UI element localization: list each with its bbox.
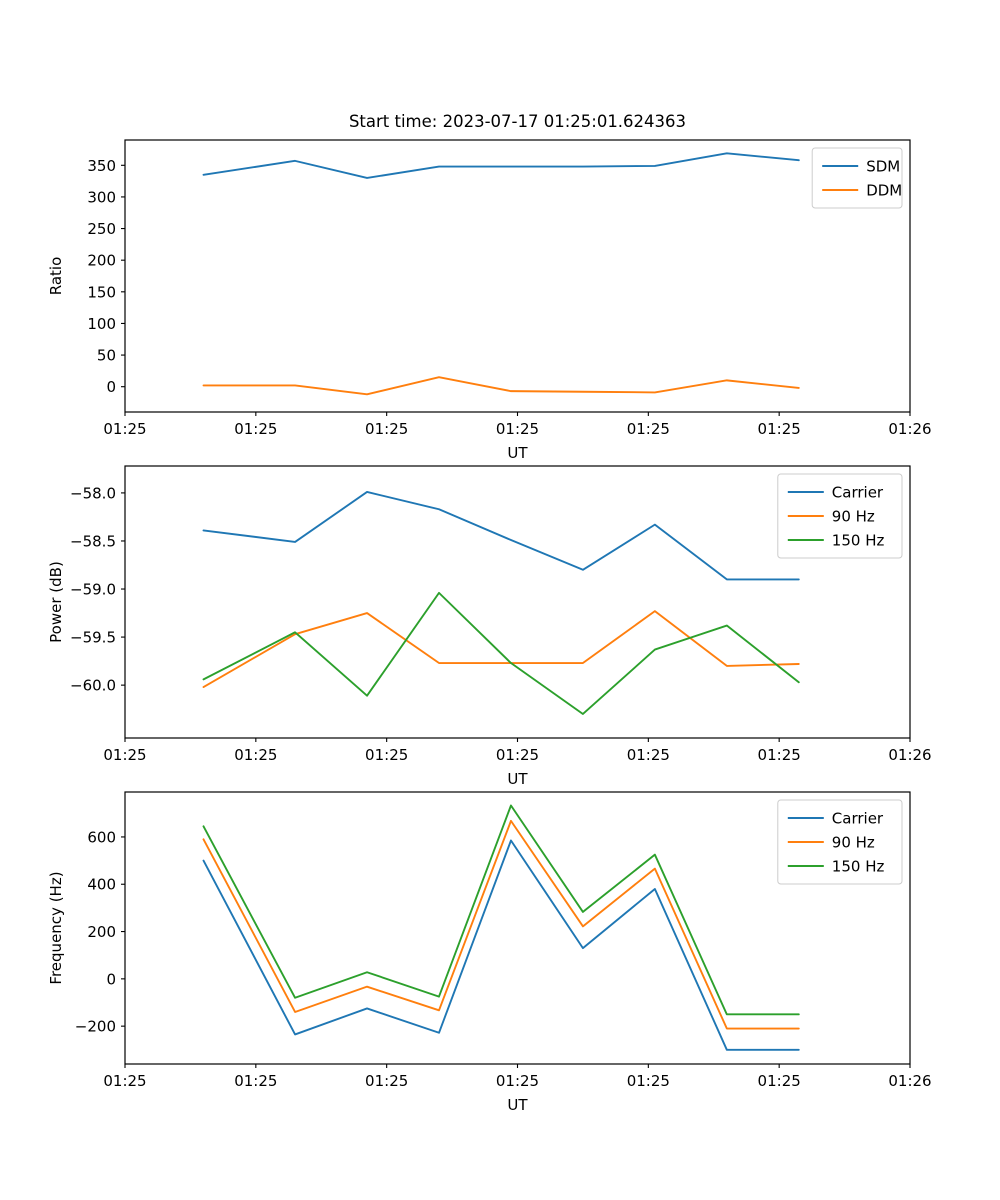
- x-tick-label: 01:26: [888, 746, 931, 764]
- x-tick-label: 01:25: [365, 1072, 408, 1090]
- subplot-power: 01:25 01:25 01:25 01:25 01:25 01:25 01:26 −58.0…: [47, 465, 932, 788]
- series-line-carrier: [202, 491, 800, 581]
- x-tick-label: 01:25: [234, 1072, 277, 1090]
- x-tick-label: 01:25: [103, 746, 146, 764]
- x-tick-label: 01:25: [496, 1072, 539, 1090]
- y-tick-label: 50: [97, 347, 116, 365]
- legend-label-150-hz: 150 Hz: [832, 858, 885, 876]
- y-tick-label: −58.0: [70, 484, 116, 502]
- legend-box: [777, 473, 903, 559]
- y-axis-label: Power (dB): [47, 561, 65, 643]
- x-tick-label: 01:25: [234, 420, 277, 438]
- y-tick-label: 150: [87, 283, 116, 301]
- y-tick-label: 0: [106, 970, 116, 988]
- y-tick-label: 400: [87, 876, 116, 894]
- legend-label-sdm: SDM: [866, 158, 900, 176]
- series-line-150-hz: [202, 804, 800, 1016]
- plot-frame-ratio: [124, 139, 911, 413]
- legend-label-150-hz: 150 Hz: [832, 532, 885, 550]
- legend-label-ddm: DDM: [866, 182, 902, 200]
- series-line-carrier: [202, 839, 800, 1051]
- y-tick-label: 250: [87, 220, 116, 238]
- x-tick-label: 01:25: [234, 746, 277, 764]
- x-tick-label: 01:25: [627, 1072, 670, 1090]
- x-tick-label: 01:25: [103, 420, 146, 438]
- y-tick-label: −200: [75, 1018, 116, 1036]
- y-tick-label: 600: [87, 828, 116, 846]
- x-tick-label: 01:25: [627, 420, 670, 438]
- y-tick-label: −60.0: [70, 677, 116, 695]
- legend-frequency: Carrier 90 Hz 150 Hz: [777, 799, 903, 885]
- subplot-ratio: Start time: 2023-07-17 01:25:01.62436301…: [47, 112, 932, 462]
- x-tick-label: 01:26: [888, 420, 931, 438]
- y-tick-label: −59.5: [70, 629, 116, 647]
- series-line-90-hz: [202, 819, 800, 1030]
- legend-box: [811, 147, 903, 209]
- x-tick-label: 01:25: [758, 746, 801, 764]
- y-tick-label: −58.5: [70, 532, 116, 550]
- x-axis-label: UT: [507, 1096, 528, 1114]
- y-tick-label: 0: [106, 378, 116, 396]
- chart-title: Start time: 2023-07-17 01:25:01.624363: [349, 112, 686, 131]
- subplot-frequency: 01:25 01:25 01:25 01:25 01:25 01:25 01:26 −200 0…: [47, 791, 932, 1114]
- x-axis-label: UT: [507, 444, 528, 462]
- series-line-ddm: [202, 376, 800, 396]
- y-tick-label: 300: [87, 188, 116, 206]
- series-line-90-hz: [202, 610, 800, 689]
- x-tick-label: 01:26: [888, 1072, 931, 1090]
- legend-ratio: SDM DDM: [811, 147, 903, 209]
- x-tick-label: 01:25: [758, 1072, 801, 1090]
- x-tick-label: 01:25: [758, 420, 801, 438]
- y-axis-label: Ratio: [47, 257, 65, 296]
- x-tick-label: 01:25: [496, 746, 539, 764]
- y-tick-label: 200: [87, 923, 116, 941]
- series-line-150-hz: [202, 591, 800, 715]
- y-tick-label: 350: [87, 157, 116, 175]
- x-tick-label: 01:25: [627, 746, 670, 764]
- series-line-sdm: [202, 152, 800, 179]
- x-tick-label: 01:25: [365, 746, 408, 764]
- legend-label-90-hz: 90 Hz: [832, 834, 875, 852]
- x-axis-label: UT: [507, 770, 528, 788]
- legend-box: [777, 799, 903, 885]
- x-tick-label: 01:25: [103, 1072, 146, 1090]
- y-tick-label: 200: [87, 252, 116, 270]
- x-tick-label: 01:25: [496, 420, 539, 438]
- x-tick-label: 01:25: [365, 420, 408, 438]
- legend-label-carrier: Carrier: [832, 810, 884, 828]
- legend-power: Carrier 90 Hz 150 Hz: [777, 473, 903, 559]
- y-axis-label: Frequency (Hz): [47, 871, 65, 984]
- y-tick-label: 100: [87, 315, 116, 333]
- legend-label-carrier: Carrier: [832, 484, 884, 502]
- legend-label-90-hz: 90 Hz: [832, 508, 875, 526]
- y-tick-label: −59.0: [70, 581, 116, 599]
